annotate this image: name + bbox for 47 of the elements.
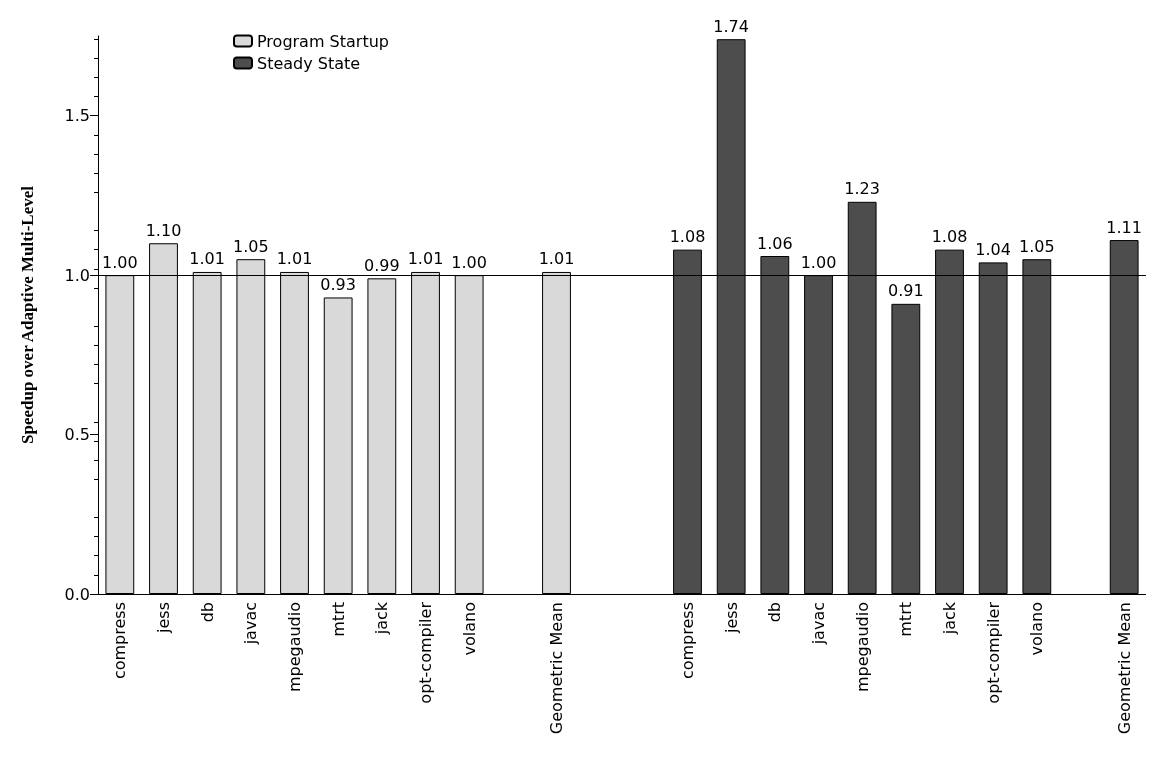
x-tick-label: opt-compiler	[416, 601, 435, 704]
x-tick-label: javac	[241, 602, 261, 646]
data-label: 0.99	[364, 255, 400, 275]
x-tick-label: mpegaudio	[852, 602, 872, 693]
data-label: 1.01	[189, 249, 225, 269]
y-tick-label: 0.0	[64, 584, 90, 604]
x-tick-label: mtrt	[328, 602, 348, 637]
y-tick-label: 1.5	[64, 106, 90, 126]
data-label: 1.10	[145, 220, 182, 240]
x-tick-label: volano	[459, 602, 479, 656]
x-tick-label: jack	[372, 601, 392, 636]
data-label: 1.08	[669, 227, 706, 247]
data-label: 1.74	[713, 16, 749, 36]
x-tick-label: opt-compiler	[983, 601, 1003, 704]
x-tick-label: compress	[678, 602, 697, 680]
data-label: 1.05	[233, 236, 269, 256]
data-label: 1.01	[407, 249, 444, 269]
x-tick-label: Geometric Mean	[1114, 602, 1134, 735]
y-tick-label: 0.5	[64, 425, 90, 445]
legend-label: Steady State	[257, 53, 361, 73]
data-label: 1.05	[1019, 236, 1055, 256]
data-label: 0.93	[320, 274, 356, 294]
data-label: 1.06	[757, 233, 793, 253]
data-label: 1.00	[800, 252, 837, 272]
y-tick-label: 1.0	[64, 265, 90, 285]
x-tick-label: mpegaudio	[285, 602, 304, 693]
data-label: 1.01	[538, 249, 575, 269]
x-tick-label: volano	[1027, 602, 1047, 656]
data-label: 1.01	[276, 249, 313, 269]
x-tick-label: jess	[154, 602, 173, 634]
x-tick-label: db	[197, 602, 217, 623]
legend-label: Program Startup	[257, 31, 389, 51]
data-label: 1.04	[975, 239, 1011, 259]
data-label: 1.23	[844, 179, 880, 199]
x-tick-label: Geometric Mean	[547, 602, 566, 735]
y-axis-title: Speedup over Adaptive Multi-Level	[18, 185, 37, 444]
x-tick-label: mtrt	[896, 602, 916, 637]
x-tick-label: jess	[721, 602, 741, 634]
data-label: 1.08	[931, 227, 968, 247]
x-tick-label: javac	[809, 602, 828, 646]
x-tick-label: compress	[110, 602, 130, 680]
data-label: 1.11	[1106, 217, 1142, 237]
data-label: 1.00	[102, 252, 138, 272]
data-label: 0.91	[888, 281, 924, 301]
data-label: 1.00	[451, 252, 487, 272]
x-tick-label: jack	[940, 601, 959, 636]
x-tick-label: db	[765, 602, 785, 623]
